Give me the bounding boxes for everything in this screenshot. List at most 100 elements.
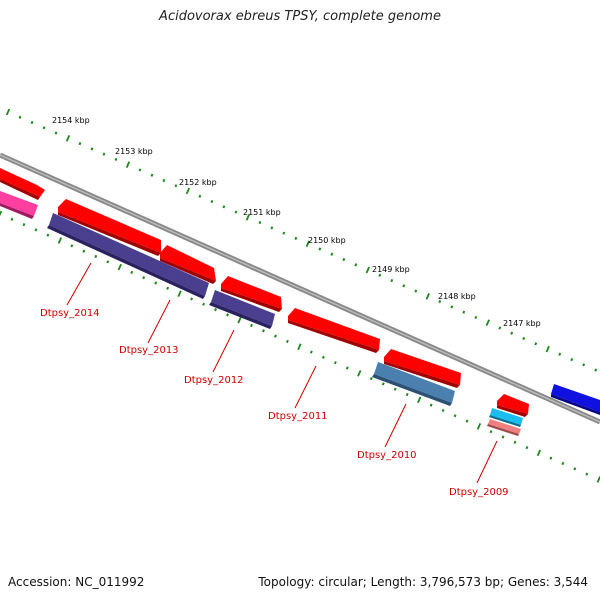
outer-minor-tick <box>318 247 322 251</box>
reverse-strand-cds <box>0 191 523 436</box>
cds-dtpsy-2013-forward[interactable] <box>160 245 216 284</box>
inner-minor-tick <box>489 430 493 434</box>
outer-major-tick <box>485 319 490 326</box>
outer-minor-tick <box>294 236 298 241</box>
inner-minor-tick <box>441 408 445 412</box>
inner-major-tick <box>417 396 422 404</box>
inner-minor-tick <box>261 329 265 333</box>
outer-major-tick <box>425 293 430 300</box>
cds-dtpsy-2009-cyan[interactable] <box>489 408 523 427</box>
inner-minor-tick <box>465 419 469 423</box>
cds-forward-left-partial[interactable] <box>0 168 45 200</box>
inner-major-tick <box>357 370 362 377</box>
outer-minor-tick <box>378 273 382 277</box>
genome-summary-text: Topology: circular; Length: 3,796,573 bp… <box>258 575 588 589</box>
kbp-label-2149: 2149 kbp <box>372 265 410 274</box>
outer-major-tick <box>185 187 191 195</box>
inner-minor-tick <box>513 440 517 444</box>
outer-minor-tick <box>594 368 598 372</box>
inner-major-tick <box>297 343 302 351</box>
inner-minor-tick <box>333 361 337 365</box>
inner-major-tick <box>57 237 63 244</box>
inner-minor-tick <box>130 270 134 275</box>
gene-label-dtpsy-2011[interactable]: Dtpsy_2011 <box>268 411 328 422</box>
leader-dtpsy-2014 <box>66 262 92 306</box>
gene-label-dtpsy-2009[interactable]: Dtpsy_2009 <box>449 487 509 498</box>
cds-pink-left-partial[interactable] <box>0 191 38 219</box>
outer-minor-tick <box>570 357 574 362</box>
gene-label-dtpsy-2014[interactable]: Dtpsy_2014 <box>40 308 100 319</box>
inner-minor-tick <box>214 307 218 312</box>
inner-minor-tick <box>573 467 577 471</box>
inner-minor-tick <box>273 334 277 338</box>
inner-tick-track <box>0 210 600 483</box>
inner-minor-tick <box>285 339 289 343</box>
outer-minor-tick <box>342 257 346 262</box>
inner-minor-tick <box>585 472 589 476</box>
outer-major-tick <box>5 108 11 116</box>
outer-minor-tick <box>78 141 82 146</box>
cds-dtpsy-2010-forward[interactable] <box>384 349 461 388</box>
inner-minor-tick <box>345 366 349 370</box>
outer-minor-tick <box>258 221 262 225</box>
inner-minor-tick <box>405 392 409 397</box>
kbp-label-2153: 2153 kbp <box>115 147 153 156</box>
forward-strand-cds <box>0 168 600 417</box>
kbp-label-2151: 2151 kbp <box>243 208 281 217</box>
outer-minor-tick <box>498 326 502 330</box>
outer-minor-tick <box>102 152 106 156</box>
outer-minor-tick <box>390 279 394 283</box>
outer-minor-tick <box>450 305 454 309</box>
inner-major-tick <box>476 423 482 430</box>
outer-major-tick <box>125 161 131 168</box>
outer-minor-tick <box>198 194 202 198</box>
outer-minor-tick <box>54 131 58 135</box>
cds-dtpsy-2014-forward[interactable] <box>58 199 161 256</box>
inner-minor-tick <box>226 313 230 317</box>
cds-dtpsy-2011-forward[interactable] <box>288 308 380 353</box>
outer-minor-tick <box>30 120 34 125</box>
outer-major-tick <box>305 240 310 247</box>
outer-minor-tick <box>522 336 526 341</box>
inner-minor-tick <box>561 461 565 466</box>
inner-minor-tick <box>429 403 433 407</box>
kbp-label-2148: 2148 kbp <box>438 292 476 301</box>
cds-dtpsy-2012-forward[interactable] <box>221 276 282 312</box>
outer-minor-tick <box>558 352 562 356</box>
leader-dtpsy-2011 <box>294 365 317 409</box>
leader-dtpsy-2012 <box>212 329 235 373</box>
outer-minor-tick <box>282 231 286 235</box>
inner-minor-tick <box>250 323 253 328</box>
kbp-label-2152: 2152 kbp <box>179 178 217 187</box>
cds-dtpsy-2010-reverse[interactable] <box>372 362 455 406</box>
feature-blue-right[interactable] <box>551 384 600 415</box>
inner-minor-tick <box>94 254 98 259</box>
outer-minor-tick <box>462 310 466 314</box>
inner-major-tick <box>237 316 242 324</box>
cds-dtpsy-2009-salmon[interactable] <box>487 419 521 436</box>
cds-dtpsy-2014-reverse[interactable] <box>47 213 209 299</box>
gene-label-dtpsy-2012[interactable]: Dtpsy_2012 <box>184 375 244 386</box>
outer-major-tick <box>65 135 71 142</box>
outer-major-tick <box>365 266 370 274</box>
inner-minor-tick <box>142 276 146 280</box>
outer-minor-tick <box>354 263 358 267</box>
cds-dtpsy-2009-forward[interactable] <box>497 394 529 417</box>
map-title: Acidovorax ebreus TPSY, complete genome <box>159 9 441 24</box>
outer-minor-tick <box>438 300 442 304</box>
gene-label-dtpsy-2010[interactable]: Dtpsy_2010 <box>357 450 417 461</box>
inner-minor-tick <box>190 297 194 301</box>
inner-minor-tick <box>321 355 325 359</box>
outer-minor-tick <box>474 315 478 319</box>
inner-minor-tick <box>549 456 553 460</box>
outer-minor-tick <box>90 147 94 151</box>
gene-label-dtpsy-2013[interactable]: Dtpsy_2013 <box>119 345 179 356</box>
outer-minor-tick <box>162 178 166 183</box>
inner-major-tick <box>177 290 182 297</box>
accession-text: Accession: NC_011992 <box>8 575 145 589</box>
inner-minor-tick <box>309 350 313 354</box>
cds-dtpsy-2012-reverse[interactable] <box>209 290 275 329</box>
outer-minor-tick <box>234 210 238 214</box>
inner-minor-tick <box>10 217 14 221</box>
